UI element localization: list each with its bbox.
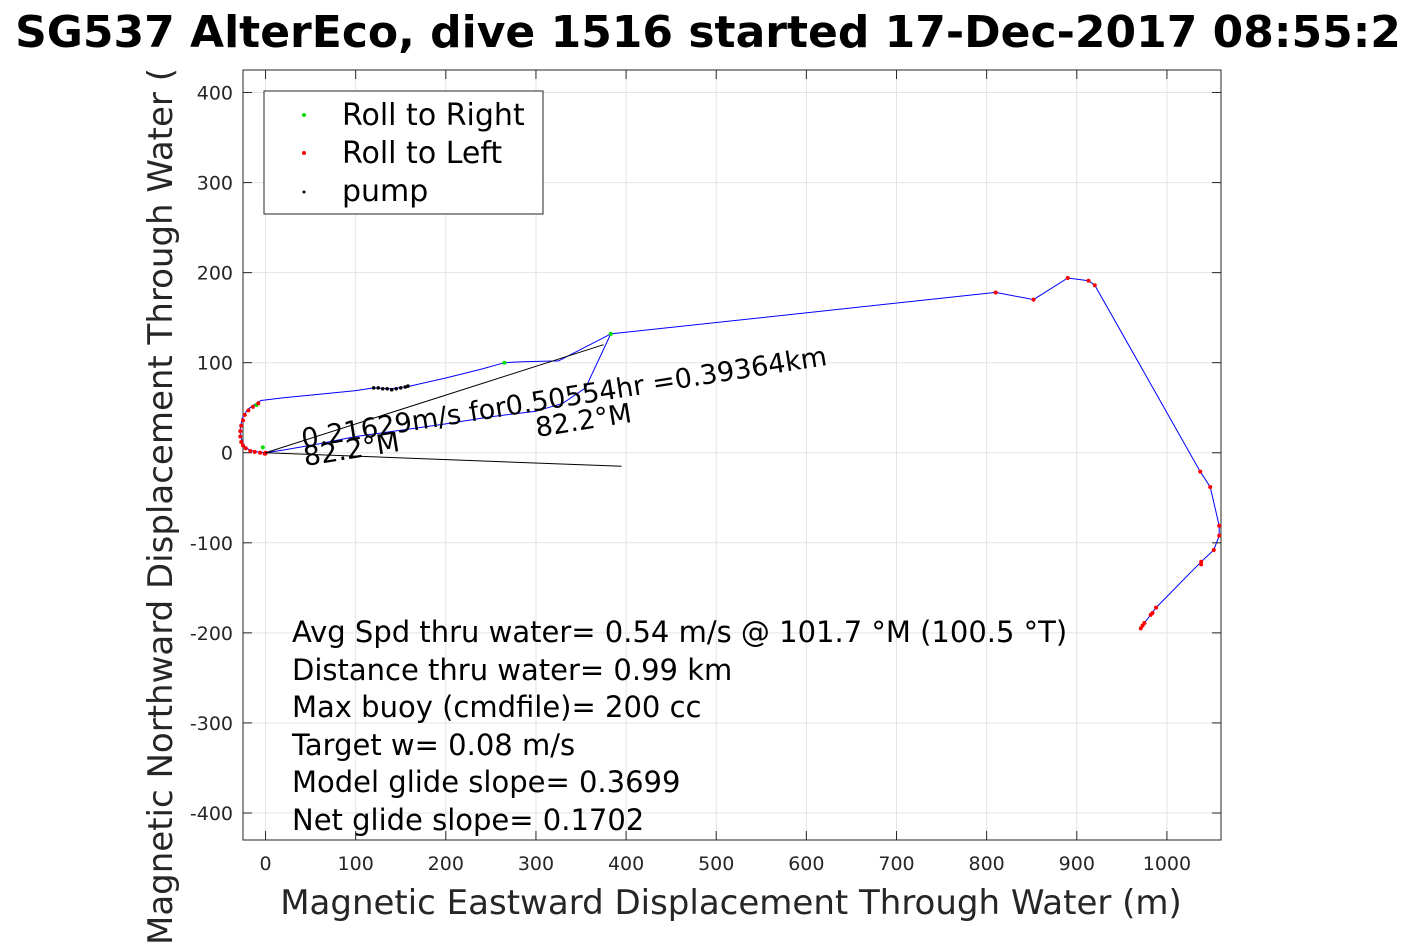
point-roll-to-left xyxy=(1217,523,1222,528)
point-roll-to-left xyxy=(243,446,248,451)
x-tick-label: 600 xyxy=(788,853,824,875)
stat-line: Max buoy (cmdfile)= 200 cc xyxy=(292,690,701,724)
point-roll-to-left xyxy=(258,450,263,455)
point-roll-to-left xyxy=(241,418,245,423)
y-tick-label: -100 xyxy=(190,533,233,555)
legend-label-roll-left: Roll to Left xyxy=(342,136,502,171)
point-roll-to-left xyxy=(1154,605,1159,610)
y-tick-label: 200 xyxy=(197,263,233,285)
point-pump xyxy=(380,387,385,391)
legend-box xyxy=(263,90,544,215)
stat-line: Distance thru water= 0.99 km xyxy=(292,653,732,687)
chart-title: SG537 AlterEco, dive 1516 started 17-Dec… xyxy=(15,7,1401,58)
point-roll-to-left xyxy=(1217,533,1222,538)
point-roll-to-right xyxy=(608,331,613,336)
legend-label-roll-right: Roll to Right xyxy=(342,98,525,133)
stat-line: Target w= 0.08 m/s xyxy=(291,728,575,762)
point-roll-to-left xyxy=(1138,626,1143,631)
point-pump xyxy=(389,387,394,392)
point-roll-to-left xyxy=(239,439,244,444)
x-tick-label: 100 xyxy=(338,853,374,875)
y-tick-label: 400 xyxy=(197,83,233,105)
x-tick-label: 1000 xyxy=(1143,853,1191,875)
point-roll-to-left xyxy=(250,404,255,409)
legend-marker-pump xyxy=(302,190,306,194)
y-tick-label: 300 xyxy=(197,173,233,195)
legend-marker-roll-right xyxy=(302,113,306,117)
x-tick-label: 900 xyxy=(1059,853,1095,875)
point-roll-to-left xyxy=(248,448,253,453)
point-pump xyxy=(398,386,403,390)
point-roll-to-left xyxy=(1208,484,1213,489)
x-tick-label: 700 xyxy=(878,853,914,875)
y-tick-label: 100 xyxy=(197,353,233,375)
current-line-1 xyxy=(265,344,604,454)
point-roll-to-left xyxy=(256,401,261,406)
point-roll-to-left xyxy=(1199,562,1204,567)
point-roll-to-left xyxy=(1065,276,1070,281)
stat-line: Net glide slope= 0.1702 xyxy=(292,803,644,837)
y-tick-label: -400 xyxy=(190,803,233,825)
legend-label-pump: pump xyxy=(342,174,428,209)
legend-marker-roll-left xyxy=(302,151,306,155)
point-roll-to-left xyxy=(238,434,243,439)
y-tick-label: -300 xyxy=(190,713,233,735)
point-roll-to-left xyxy=(241,443,245,448)
point-roll-to-left xyxy=(1148,612,1153,617)
point-pump xyxy=(385,387,390,391)
point-roll-to-left xyxy=(252,449,257,454)
legend: Roll to Right Roll to Left pump xyxy=(263,90,544,215)
point-roll-to-left xyxy=(1198,469,1203,474)
point-pump xyxy=(376,386,381,390)
x-tick-label: 200 xyxy=(428,853,464,875)
point-roll-to-left xyxy=(1092,283,1097,288)
x-tick-label: 500 xyxy=(698,853,734,875)
point-pump xyxy=(371,386,376,390)
point-roll-to-left xyxy=(246,408,251,413)
x-tick-label: 300 xyxy=(518,853,554,875)
point-roll-to-left xyxy=(242,412,247,417)
point-roll-to-left xyxy=(993,290,998,295)
current-line-2 xyxy=(265,452,622,467)
x-tick-label: 0 xyxy=(259,853,271,875)
stats-block: Avg Spd thru water= 0.54 m/s @ 101.7 °M … xyxy=(291,615,1067,837)
point-roll-to-right xyxy=(502,360,507,365)
y-axis-label: Magnetic Northward Displacement Through … xyxy=(141,68,181,945)
x-axis-label: Magnetic Eastward Displacement Through W… xyxy=(280,883,1182,923)
point-pump xyxy=(403,385,408,389)
stat-line: Model glide slope= 0.3699 xyxy=(292,765,680,799)
point-roll-to-left xyxy=(239,423,244,428)
point-roll-to-left xyxy=(1031,297,1036,302)
data-points xyxy=(238,276,1222,631)
x-tick-label: 800 xyxy=(969,853,1005,875)
y-tick-label: 0 xyxy=(221,443,233,465)
stat-line: Avg Spd thru water= 0.54 m/s @ 101.7 °M … xyxy=(292,615,1067,649)
current-lines xyxy=(265,344,622,467)
plot-area-frame xyxy=(242,69,1222,841)
axis-ticks: 0 100 200 300 400 500 600 700 800 900 1000-400-300… xyxy=(190,70,1221,875)
x-tick-label: 400 xyxy=(608,853,644,875)
point-roll-to-left xyxy=(238,429,243,434)
point-roll-to-left xyxy=(1086,278,1091,283)
y-tick-label: -200 xyxy=(190,623,233,645)
point-pump xyxy=(406,384,410,388)
point-pump xyxy=(394,387,399,391)
point-roll-to-left xyxy=(1211,548,1216,553)
point-roll-to-right xyxy=(260,445,265,450)
